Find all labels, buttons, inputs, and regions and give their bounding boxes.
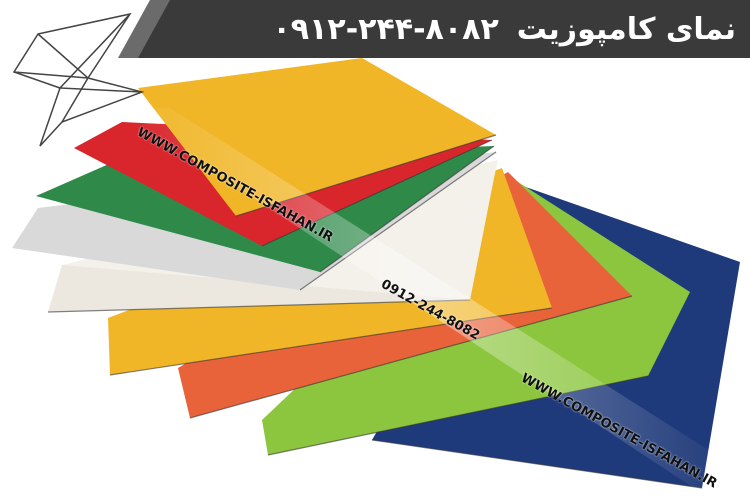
banner-background xyxy=(118,0,750,58)
banner: نمای کامپوزیت ۰۹۱۲-۲۴۴-۸۰۸۲ xyxy=(0,0,750,58)
banner-text: نمای کامپوزیت ۰۹۱۲-۲۴۴-۸۰۸۲ xyxy=(272,6,736,52)
watermark-stripe xyxy=(120,108,740,492)
banner-phone: ۰۹۱۲-۲۴۴-۸۰۸۲ xyxy=(272,11,499,47)
banner-title: نمای کامپوزیت xyxy=(516,11,736,47)
star-logo-icon xyxy=(12,12,145,147)
